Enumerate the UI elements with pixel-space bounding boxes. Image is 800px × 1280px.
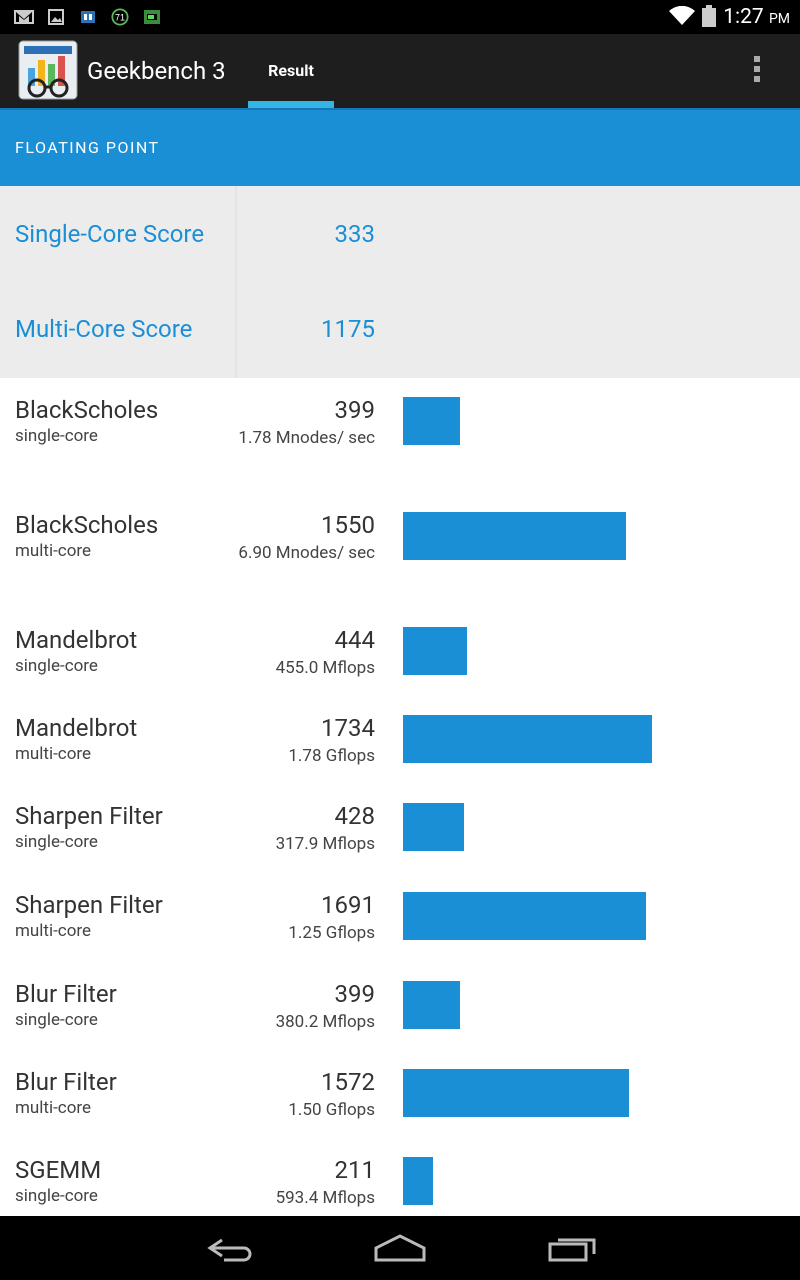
benchmark-rate: 1.25 Gflops xyxy=(288,923,375,943)
benchmark-score: 399 xyxy=(334,396,375,424)
section-title: FLOATING POINT xyxy=(15,138,160,157)
benchmark-score: 1734 xyxy=(321,714,375,742)
benchmark-row[interactable]: SGEMM single-core 211 593.4 Mflops xyxy=(0,1138,800,1216)
overflow-menu-icon[interactable] xyxy=(742,56,772,86)
benchmark-score: 1691 xyxy=(321,891,375,919)
score-divider xyxy=(235,186,237,378)
section-header: FLOATING POINT xyxy=(0,108,800,186)
gmail-icon xyxy=(14,10,34,24)
wifi-icon xyxy=(669,6,695,25)
benchmark-rate: 593.4 Mflops xyxy=(275,1188,375,1208)
benchmark-bar xyxy=(403,803,464,851)
app-icon xyxy=(81,11,95,23)
benchmark-mode: multi-core xyxy=(15,541,92,561)
benchmark-row[interactable]: Blur Filter multi-core 1572 1.50 Gflops xyxy=(0,1050,800,1138)
gallery-icon xyxy=(48,9,64,25)
status-bar: 71 1:27 PM xyxy=(0,0,800,34)
single-core-score-value: 333 xyxy=(334,220,375,248)
navigation-bar xyxy=(0,1216,800,1280)
benchmark-name: Sharpen Filter xyxy=(15,802,163,830)
benchmark-row[interactable]: BlackScholes multi-core 1550 6.90 Mnodes… xyxy=(0,493,800,608)
tab-result[interactable]: Result xyxy=(248,34,334,108)
benchmark-mode: single-core xyxy=(15,832,98,852)
benchmark-score: 399 xyxy=(334,980,375,1008)
benchmark-name: Blur Filter xyxy=(15,1068,117,1096)
benchmark-row[interactable]: Sharpen Filter single-core 428 317.9 Mfl… xyxy=(0,784,800,873)
benchmark-score: 1550 xyxy=(321,511,375,539)
benchmark-bar xyxy=(403,981,460,1029)
benchmark-mode: multi-core xyxy=(15,1098,92,1118)
app-title: Geekbench 3 xyxy=(87,57,226,85)
action-bar: Geekbench 3 Result xyxy=(0,34,800,108)
benchmark-name: Mandelbrot xyxy=(15,626,138,654)
clock-ampm: PM xyxy=(768,11,790,27)
benchmark-rate: 1.50 Gflops xyxy=(288,1100,375,1120)
benchmark-row[interactable]: Mandelbrot single-core 444 455.0 Mflops xyxy=(0,608,800,696)
benchmark-mode: single-core xyxy=(15,426,98,446)
benchmark-score: 444 xyxy=(334,626,375,654)
clock: 1:27 PM xyxy=(723,5,790,29)
multi-core-score-label: Multi-Core Score xyxy=(15,315,193,343)
badge-number: 71 xyxy=(115,13,125,23)
home-icon[interactable] xyxy=(370,1232,430,1264)
benchmark-bar xyxy=(403,892,646,940)
benchmark-rate: 380.2 Mflops xyxy=(275,1012,375,1032)
benchmark-bar xyxy=(403,512,626,560)
benchmark-name: Sharpen Filter xyxy=(15,891,163,919)
benchmark-name: Blur Filter xyxy=(15,980,117,1008)
benchmark-list[interactable]: BlackScholes single-core 399 1.78 Mnodes… xyxy=(0,378,800,1216)
multi-core-score-row: Multi-Core Score 1175 xyxy=(0,282,800,378)
benchmark-mode: single-core xyxy=(15,1010,98,1030)
benchmark-score: 428 xyxy=(334,802,375,830)
benchmark-row[interactable]: Blur Filter single-core 399 380.2 Mflops xyxy=(0,962,800,1050)
benchmark-bar xyxy=(403,397,460,445)
clock-time: 1:27 xyxy=(723,5,764,29)
battery-icon xyxy=(702,5,716,27)
benchmark-rate: 317.9 Mflops xyxy=(275,834,375,854)
benchmark-name: BlackScholes xyxy=(15,511,159,539)
tab-result-label: Result xyxy=(268,61,314,80)
benchmark-bar xyxy=(403,627,467,675)
benchmark-score: 1572 xyxy=(321,1068,375,1096)
benchmark-bar xyxy=(403,715,652,763)
benchmark-rate: 455.0 Mflops xyxy=(275,658,375,678)
benchmark-rate: 1.78 Mnodes/ sec xyxy=(238,428,375,448)
benchmark-row[interactable]: BlackScholes single-core 399 1.78 Mnodes… xyxy=(0,378,800,493)
tab-indicator xyxy=(248,101,334,108)
benchmark-mode: multi-core xyxy=(15,744,92,764)
battery-app-icon xyxy=(144,10,160,24)
single-core-score-row: Single-Core Score 333 xyxy=(0,186,800,282)
single-core-score-label: Single-Core Score xyxy=(15,220,205,248)
recents-icon[interactable] xyxy=(542,1232,602,1264)
benchmark-row[interactable]: Mandelbrot multi-core 1734 1.78 Gflops xyxy=(0,696,800,784)
benchmark-score: 211 xyxy=(334,1156,375,1184)
benchmark-mode: multi-core xyxy=(15,921,92,941)
back-icon[interactable] xyxy=(200,1232,260,1264)
multi-core-score-value: 1175 xyxy=(321,315,375,343)
benchmark-bar xyxy=(403,1069,629,1117)
benchmark-name: Mandelbrot xyxy=(15,714,138,742)
benchmark-name: SGEMM xyxy=(15,1156,102,1184)
geekbench-logo-icon[interactable] xyxy=(18,40,78,100)
badge-71-icon: 71 xyxy=(111,8,129,26)
benchmark-row[interactable]: Sharpen Filter multi-core 1691 1.25 Gflo… xyxy=(0,873,800,962)
benchmark-mode: single-core xyxy=(15,1186,98,1206)
benchmark-rate: 1.78 Gflops xyxy=(288,746,375,766)
benchmark-rate: 6.90 Mnodes/ sec xyxy=(238,543,375,563)
benchmark-bar xyxy=(403,1157,433,1205)
benchmark-mode: single-core xyxy=(15,656,98,676)
benchmark-name: BlackScholes xyxy=(15,396,159,424)
score-summary: Single-Core Score 333 Multi-Core Score 1… xyxy=(0,186,800,378)
